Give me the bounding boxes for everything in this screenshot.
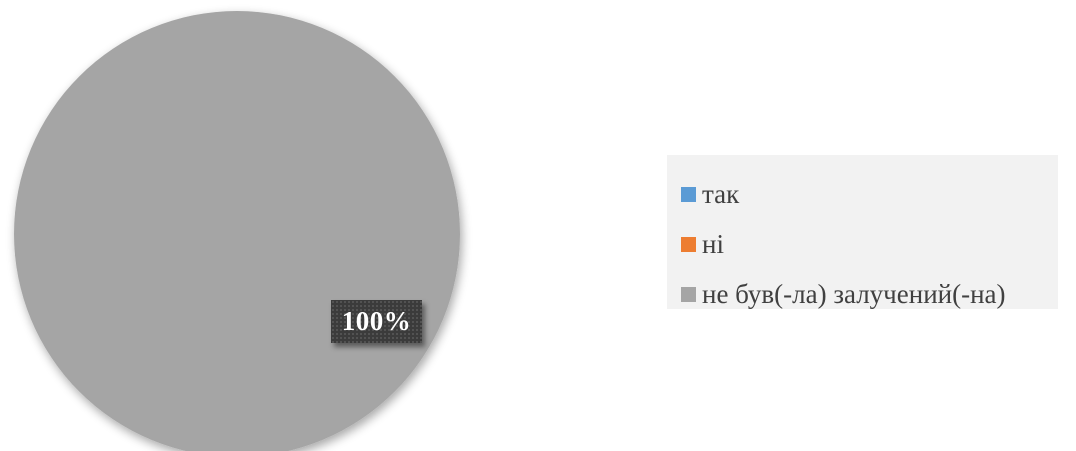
- legend-item-ni: ні: [681, 219, 1058, 269]
- legend-item-tak: так: [681, 169, 1058, 219]
- data-label-text: 100%: [341, 306, 412, 336]
- legend-item-not-involved: не був(-ла) залучений(-на): [681, 269, 1058, 319]
- legend-swatch-ni: [681, 236, 696, 252]
- legend-label: так: [702, 178, 740, 209]
- legend-label: не був(-ла) залучений(-на): [702, 278, 1006, 309]
- pie-slices: [14, 11, 460, 451]
- data-label-slice-3: 100%: [331, 300, 422, 343]
- legend-swatch-tak: [681, 186, 696, 202]
- pie-slice-3: [14, 11, 460, 451]
- legend: так ні не був(-ла) залучений(-на): [667, 155, 1058, 309]
- legend-swatch-not-involved: [681, 286, 696, 302]
- legend-label: ні: [702, 228, 724, 259]
